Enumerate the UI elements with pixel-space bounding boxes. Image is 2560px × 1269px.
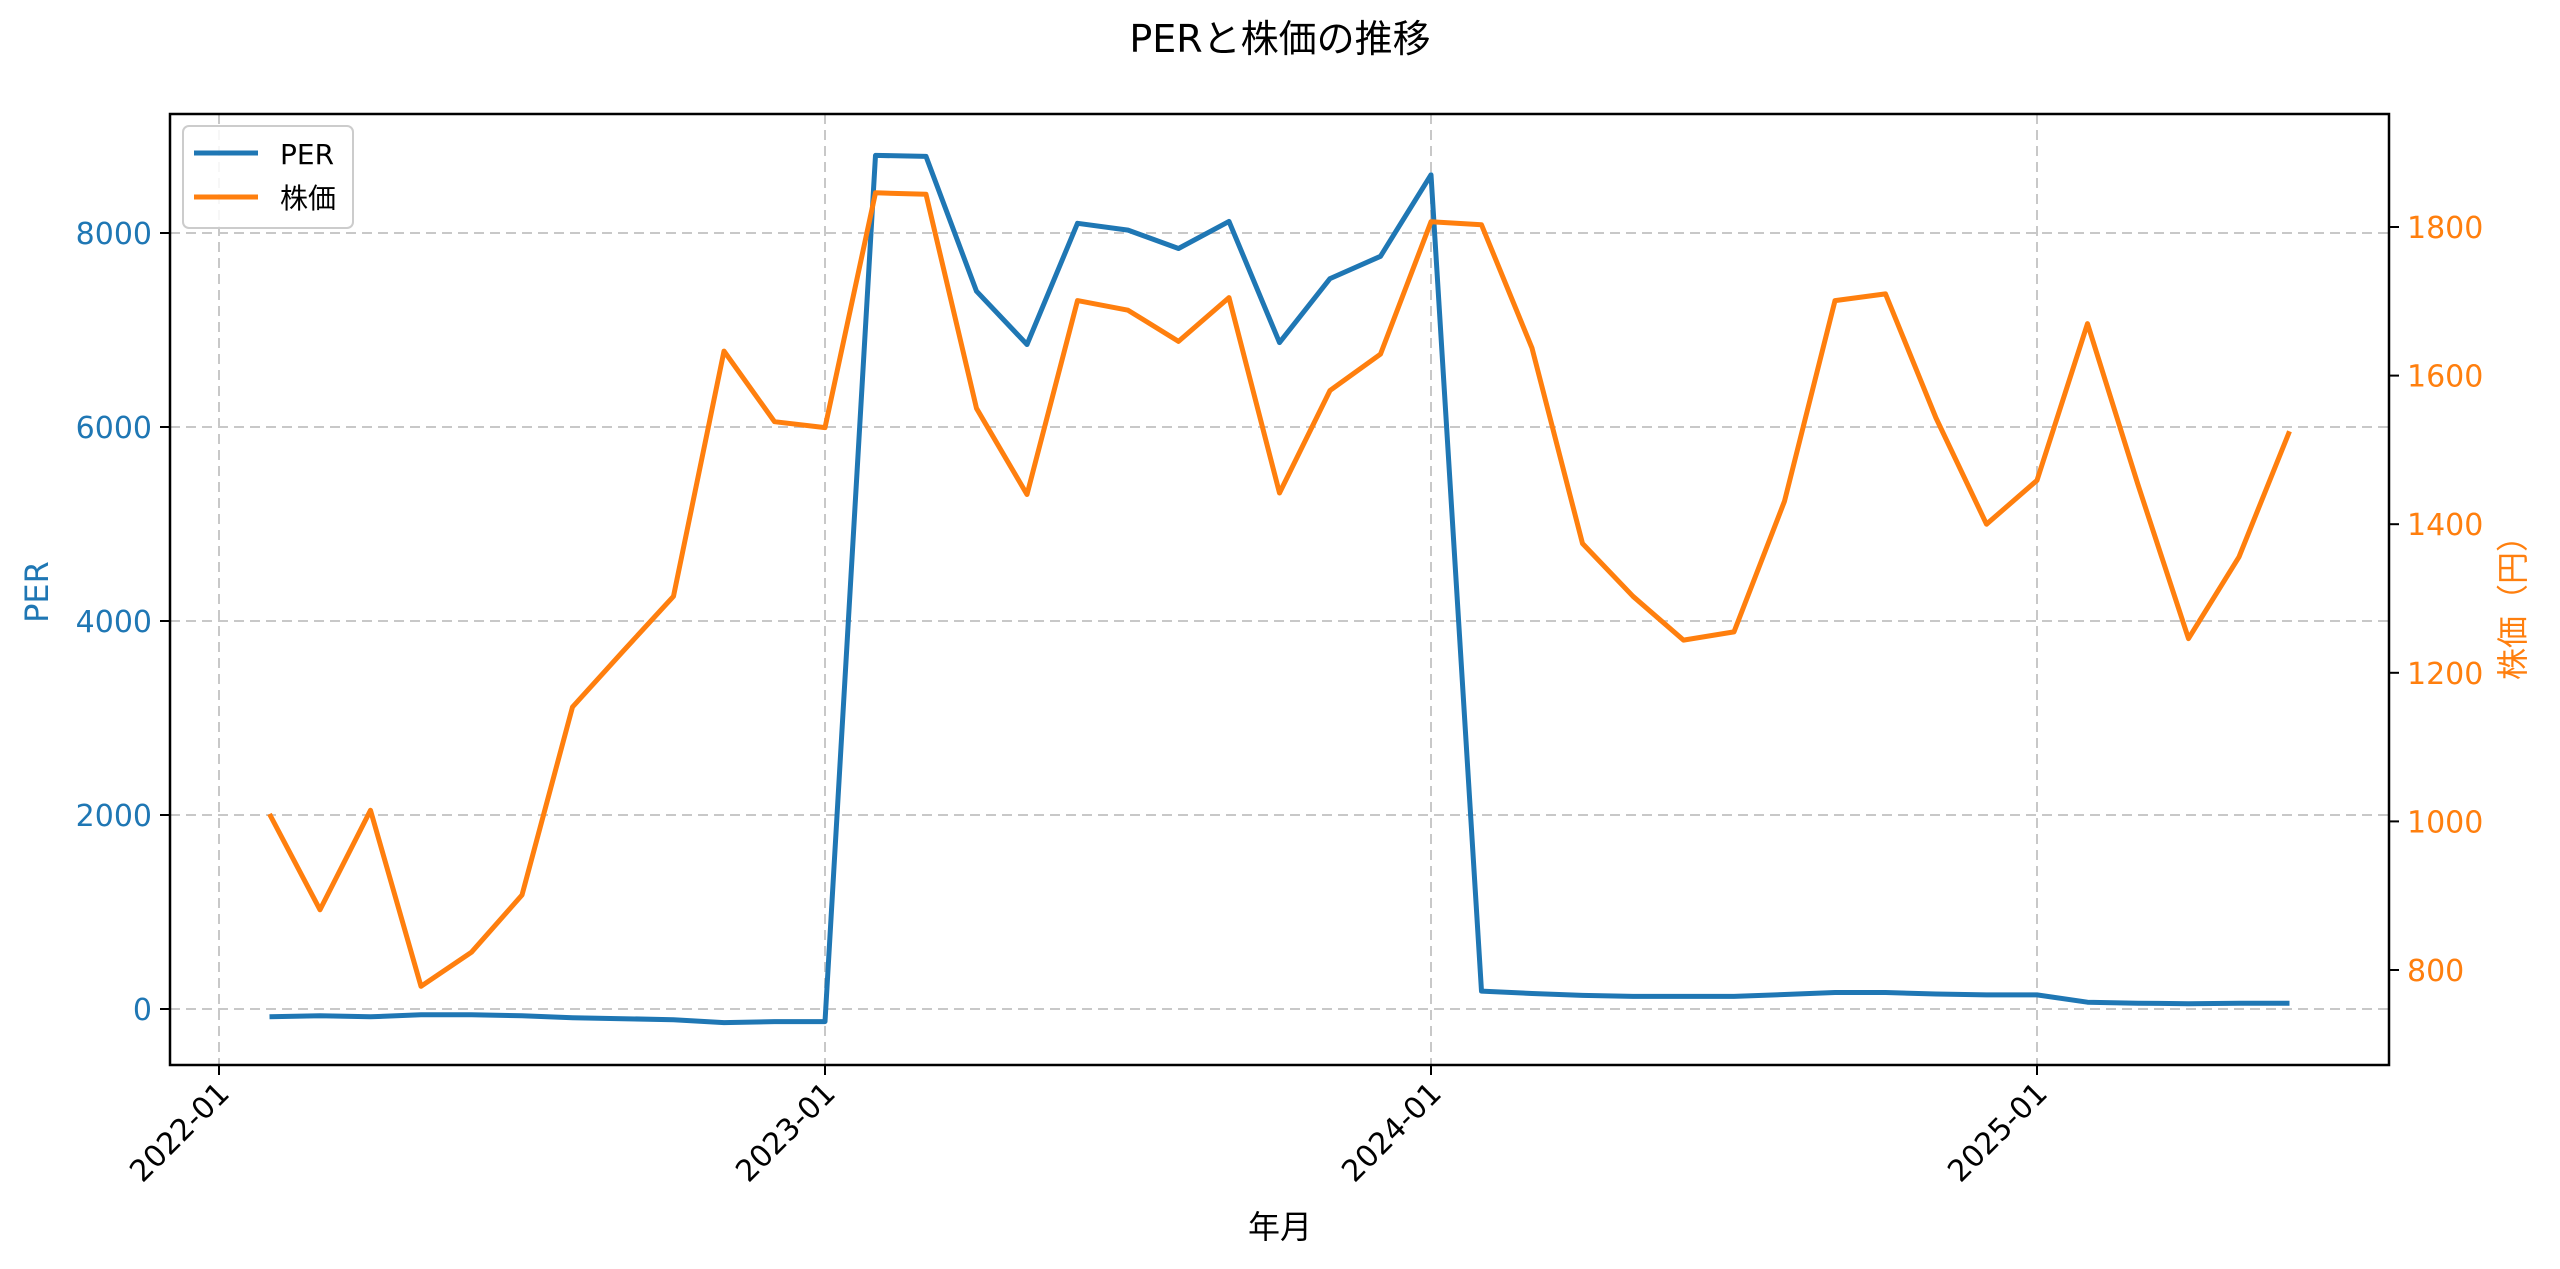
right-axis-label: 株価（円） bbox=[2494, 520, 2532, 680]
left-tick-label: 2000 bbox=[76, 799, 152, 834]
x-tick-label: 2022-01 bbox=[123, 1076, 236, 1189]
legend-per-label: PER bbox=[280, 138, 334, 171]
grid-lines bbox=[170, 114, 2389, 1065]
right-tick-label: 1800 bbox=[2407, 211, 2483, 246]
x-axis-ticks: 2022-01 2023-01 2024-01 2025-01 bbox=[123, 1065, 2055, 1189]
left-tick-label: 8000 bbox=[76, 217, 152, 252]
right-tick-label: 800 bbox=[2407, 954, 2464, 989]
x-tick-label: 2024-01 bbox=[1335, 1076, 1448, 1189]
right-tick-label: 1400 bbox=[2407, 508, 2483, 543]
left-tick-label: 0 bbox=[133, 993, 152, 1028]
legend-price-label: 株価 bbox=[280, 182, 336, 215]
price-line bbox=[267, 190, 2292, 989]
right-tick-label: 1000 bbox=[2407, 805, 2483, 840]
x-tick-label: 2023-01 bbox=[729, 1076, 842, 1189]
left-axis-label: PER bbox=[18, 561, 56, 623]
left-axis-ticks: 0 2000 4000 6000 8000 bbox=[76, 217, 170, 1028]
x-axis-label: 年月 bbox=[1248, 1208, 1312, 1246]
plot-frame bbox=[168, 112, 2391, 1067]
right-tick-label: 1600 bbox=[2407, 360, 2483, 395]
series-lines bbox=[267, 152, 2292, 1026]
left-tick-label: 6000 bbox=[76, 411, 152, 446]
legend: PER 株価 bbox=[182, 125, 354, 229]
per-line bbox=[269, 152, 2290, 1026]
left-tick-label: 4000 bbox=[76, 605, 152, 640]
right-tick-label: 1200 bbox=[2407, 657, 2483, 692]
x-tick-label: 2025-01 bbox=[1941, 1076, 2054, 1189]
chart-title: PERと株価の推移 bbox=[1129, 17, 1430, 61]
right-axis-ticks: 800 1000 1200 1400 1600 1800 bbox=[2389, 211, 2483, 989]
